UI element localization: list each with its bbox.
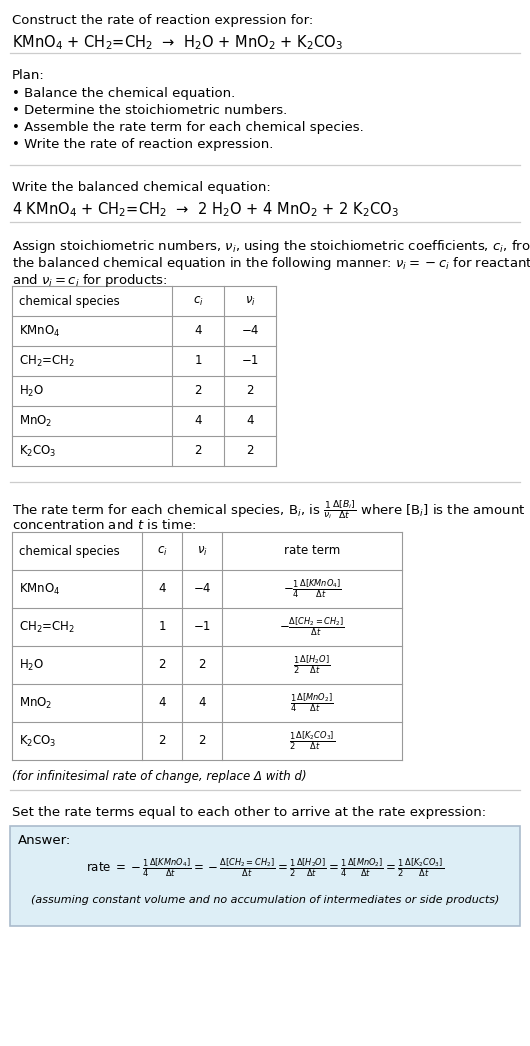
Text: Assign stoichiometric numbers, $\nu_i$, using the stoichiometric coefficients, $: Assign stoichiometric numbers, $\nu_i$, …	[12, 238, 530, 255]
Text: • Balance the chemical equation.: • Balance the chemical equation.	[12, 87, 235, 100]
Text: 1: 1	[158, 620, 166, 634]
Text: 4: 4	[158, 583, 166, 595]
Text: 4: 4	[246, 414, 254, 428]
Text: • Determine the stoichiometric numbers.: • Determine the stoichiometric numbers.	[12, 104, 287, 117]
Text: −1: −1	[193, 620, 211, 634]
Text: CH$_2$=CH$_2$: CH$_2$=CH$_2$	[19, 354, 75, 368]
Text: $\frac{1}{2}\frac{\Delta[K_2CO_3]}{\Delta t}$: $\frac{1}{2}\frac{\Delta[K_2CO_3]}{\Delt…	[289, 730, 335, 752]
Text: Set the rate terms equal to each other to arrive at the rate expression:: Set the rate terms equal to each other t…	[12, 806, 486, 819]
Text: (for infinitesimal rate of change, replace Δ with d): (for infinitesimal rate of change, repla…	[12, 770, 307, 783]
Text: (assuming constant volume and no accumulation of intermediates or side products): (assuming constant volume and no accumul…	[31, 895, 499, 905]
Text: 2: 2	[195, 385, 202, 397]
Text: 4: 4	[195, 324, 202, 338]
Text: 4: 4	[158, 697, 166, 709]
Text: $\nu_i$: $\nu_i$	[244, 295, 255, 308]
Text: 4: 4	[198, 697, 206, 709]
Text: $-\frac{\Delta[CH_2{=}CH_2]}{\Delta t}$: $-\frac{\Delta[CH_2{=}CH_2]}{\Delta t}$	[279, 616, 345, 638]
Text: concentration and $t$ is time:: concentration and $t$ is time:	[12, 518, 196, 532]
Text: chemical species: chemical species	[19, 295, 120, 308]
Text: 2: 2	[198, 659, 206, 672]
Text: $\nu_i$: $\nu_i$	[197, 545, 207, 558]
Text: • Write the rate of reaction expression.: • Write the rate of reaction expression.	[12, 138, 273, 151]
Text: H$_2$O: H$_2$O	[19, 658, 44, 673]
Text: 2: 2	[198, 734, 206, 748]
Text: $c_i$: $c_i$	[192, 295, 204, 308]
Text: MnO$_2$: MnO$_2$	[19, 413, 52, 429]
Text: −4: −4	[193, 583, 211, 595]
Text: Answer:: Answer:	[18, 834, 71, 847]
Text: Construct the rate of reaction expression for:: Construct the rate of reaction expressio…	[12, 14, 313, 27]
Text: and $\nu_i = c_i$ for products:: and $\nu_i = c_i$ for products:	[12, 272, 167, 289]
Text: 2: 2	[195, 445, 202, 457]
Text: The rate term for each chemical species, B$_i$, is $\frac{1}{\nu_i}\frac{\Delta[: The rate term for each chemical species,…	[12, 498, 526, 521]
Text: $\frac{1}{4}\frac{\Delta[MnO_2]}{\Delta t}$: $\frac{1}{4}\frac{\Delta[MnO_2]}{\Delta …	[290, 691, 334, 714]
Text: MnO$_2$: MnO$_2$	[19, 696, 52, 710]
Text: H$_2$O: H$_2$O	[19, 384, 44, 399]
Text: 4: 4	[195, 414, 202, 428]
Text: the balanced chemical equation in the following manner: $\nu_i = -c_i$ for react: the balanced chemical equation in the fo…	[12, 255, 530, 272]
Text: • Assemble the rate term for each chemical species.: • Assemble the rate term for each chemic…	[12, 121, 364, 134]
Text: KMnO$_4$: KMnO$_4$	[19, 323, 60, 339]
Text: 2: 2	[246, 445, 254, 457]
Text: rate term: rate term	[284, 545, 340, 558]
Text: 1: 1	[195, 355, 202, 367]
Text: −4: −4	[241, 324, 259, 338]
Text: K$_2$CO$_3$: K$_2$CO$_3$	[19, 733, 57, 749]
Text: KMnO$_4$ + CH$_2$=CH$_2$  →  H$_2$O + MnO$_2$ + K$_2$CO$_3$: KMnO$_4$ + CH$_2$=CH$_2$ → H$_2$O + MnO$…	[12, 33, 343, 51]
Text: chemical species: chemical species	[19, 545, 120, 558]
Text: Write the balanced chemical equation:: Write the balanced chemical equation:	[12, 181, 271, 194]
FancyBboxPatch shape	[10, 826, 520, 926]
Text: Plan:: Plan:	[12, 69, 45, 82]
Text: K$_2$CO$_3$: K$_2$CO$_3$	[19, 444, 57, 458]
Text: $\frac{1}{2}\frac{\Delta[H_2O]}{\Delta t}$: $\frac{1}{2}\frac{\Delta[H_2O]}{\Delta t…	[293, 654, 331, 676]
Text: −1: −1	[241, 355, 259, 367]
Text: $-\frac{1}{4}\frac{\Delta[KMnO_4]}{\Delta t}$: $-\frac{1}{4}\frac{\Delta[KMnO_4]}{\Delt…	[282, 577, 341, 600]
Text: $c_i$: $c_i$	[157, 545, 167, 558]
Text: 4 KMnO$_4$ + CH$_2$=CH$_2$  →  2 H$_2$O + 4 MnO$_2$ + 2 K$_2$CO$_3$: 4 KMnO$_4$ + CH$_2$=CH$_2$ → 2 H$_2$O + …	[12, 200, 399, 219]
Text: rate $= -\frac{1}{4}\frac{\Delta[KMnO_4]}{\Delta t} = -\frac{\Delta[CH_2{=}CH_2]: rate $= -\frac{1}{4}\frac{\Delta[KMnO_4]…	[86, 857, 444, 880]
Text: CH$_2$=CH$_2$: CH$_2$=CH$_2$	[19, 619, 75, 635]
Text: 2: 2	[246, 385, 254, 397]
Text: 2: 2	[158, 659, 166, 672]
Text: 2: 2	[158, 734, 166, 748]
Text: KMnO$_4$: KMnO$_4$	[19, 582, 60, 596]
